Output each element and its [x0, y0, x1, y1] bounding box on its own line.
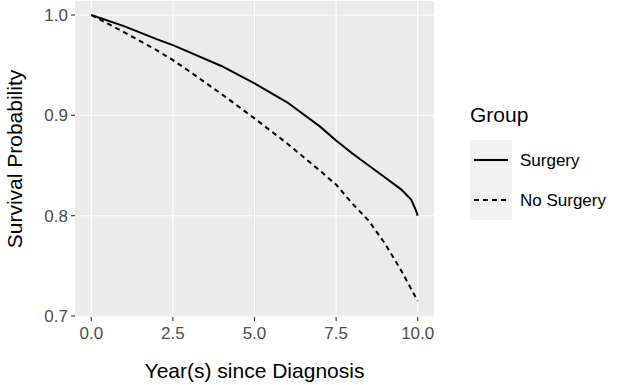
- x-tick-label: 5.0: [243, 324, 267, 343]
- legend-key: [470, 140, 512, 180]
- legend-title: Group: [470, 103, 528, 126]
- series-group: [91, 15, 417, 301]
- tick: [172, 317, 173, 321]
- x-tick-label: 0.0: [79, 324, 103, 343]
- legend-label: No Surgery: [520, 191, 606, 210]
- x-tick-label: 10.0: [401, 324, 434, 343]
- grid-line: [254, 1, 255, 317]
- survival-line: [91, 15, 417, 301]
- legend-swatch: [474, 199, 508, 201]
- grid-line: [91, 1, 92, 317]
- y-tick-label: 0.8: [44, 207, 68, 226]
- x-tick-label: 2.5: [161, 324, 185, 343]
- y-axis-title: Survival Probability: [3, 69, 26, 248]
- survival-line: [91, 15, 417, 216]
- tick: [71, 115, 75, 116]
- x-axis-title: Year(s) since Diagnosis: [145, 359, 365, 382]
- tick: [417, 317, 418, 321]
- grid-line: [417, 1, 418, 317]
- tick: [91, 317, 92, 321]
- legend-label: Surgery: [520, 151, 580, 170]
- grid-line: [336, 1, 337, 317]
- grid-line: [172, 1, 173, 317]
- y-tick-label: 1.0: [44, 6, 68, 25]
- tick: [71, 14, 75, 15]
- tick: [254, 317, 255, 321]
- chart: 0.7 0.8 0.9 1.0 0.0 2.5 5.0 7.5 10.0 Year(s) sinc…: [0, 0, 640, 385]
- legend-swatch: [474, 159, 508, 161]
- plot-panel: [75, 1, 434, 317]
- tick: [336, 317, 337, 321]
- legend-key: [470, 180, 512, 220]
- y-tick-label: 0.9: [44, 106, 68, 125]
- tick: [71, 315, 75, 316]
- tick: [71, 215, 75, 216]
- y-tick-label: 0.7: [44, 307, 68, 326]
- x-tick-label: 7.5: [324, 324, 348, 343]
